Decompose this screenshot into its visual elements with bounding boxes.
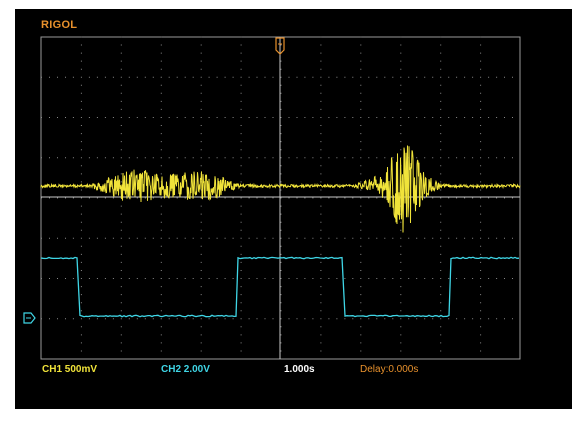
scope-screen (15, 9, 572, 409)
ch2-ground-marker-icon[interactable] (23, 312, 36, 324)
ch2-waveform (40, 256, 520, 318)
timebase-label[interactable]: 1.000s (284, 364, 315, 375)
brand-logo: RIGOL (41, 19, 78, 31)
ch1-scale-label[interactable]: CH1 500mV (42, 364, 98, 375)
ch2-scale-label[interactable]: CH2 2.00V (161, 364, 210, 375)
delay-label[interactable]: Delay:0.000s (360, 364, 419, 375)
ch1-waveform (40, 145, 521, 233)
trigger-position-icon[interactable] (275, 37, 285, 55)
graticule-grid (41, 36, 513, 352)
